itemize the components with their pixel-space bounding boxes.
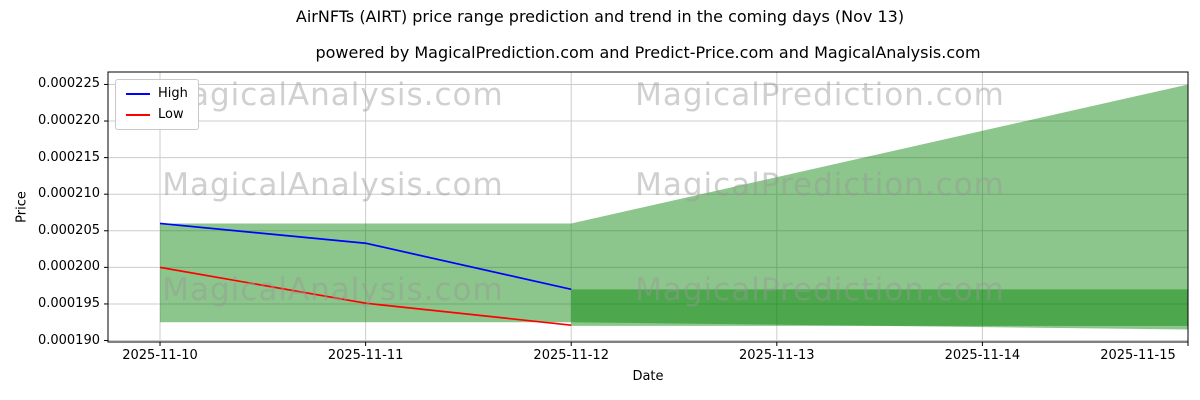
x-tick-label: 2025-11-12 [533,348,609,363]
x-tick-label: 2025-11-14 [944,348,1021,363]
y-tick-label: 0.000190 [37,332,100,348]
y-tick-label: 0.000220 [37,113,100,129]
legend-item-high: High [126,87,188,101]
band-forecast-core [571,289,1188,326]
legend-item-low: Low [126,108,188,122]
band-history-range [160,223,572,323]
x-tick-label: 2025-11-11 [327,348,404,363]
y-tick-label: 0.000205 [37,222,100,238]
legend-line-swatch [126,114,150,116]
axes-border [107,71,1189,343]
y-tick-label: 0.000200 [37,259,100,275]
x-tick-label: 2025-11-13 [739,348,815,363]
chart-subtitle: powered by MagicalPrediction.com and Pre… [315,43,981,62]
legend-label: Low [158,107,184,122]
y-tick-label: 0.000195 [37,295,100,311]
x-tick-label: 2025-11-15 [1100,348,1176,363]
series-line-low [159,266,572,327]
legend-line-swatch [126,93,150,95]
series-line-high [159,222,572,291]
band-forecast-range [571,84,1188,330]
legend: High Low [115,79,199,130]
chart-title: AirNFTs (AIRT) price range prediction an… [295,7,905,26]
y-tick-label: 0.000225 [37,76,100,92]
y-tick-label: 0.000215 [37,149,100,165]
y-tick-label: 0.000210 [37,186,100,202]
x-axis-label: Date [632,369,664,384]
x-tick-label: 2025-11-10 [122,348,198,363]
legend-label: High [158,86,188,101]
